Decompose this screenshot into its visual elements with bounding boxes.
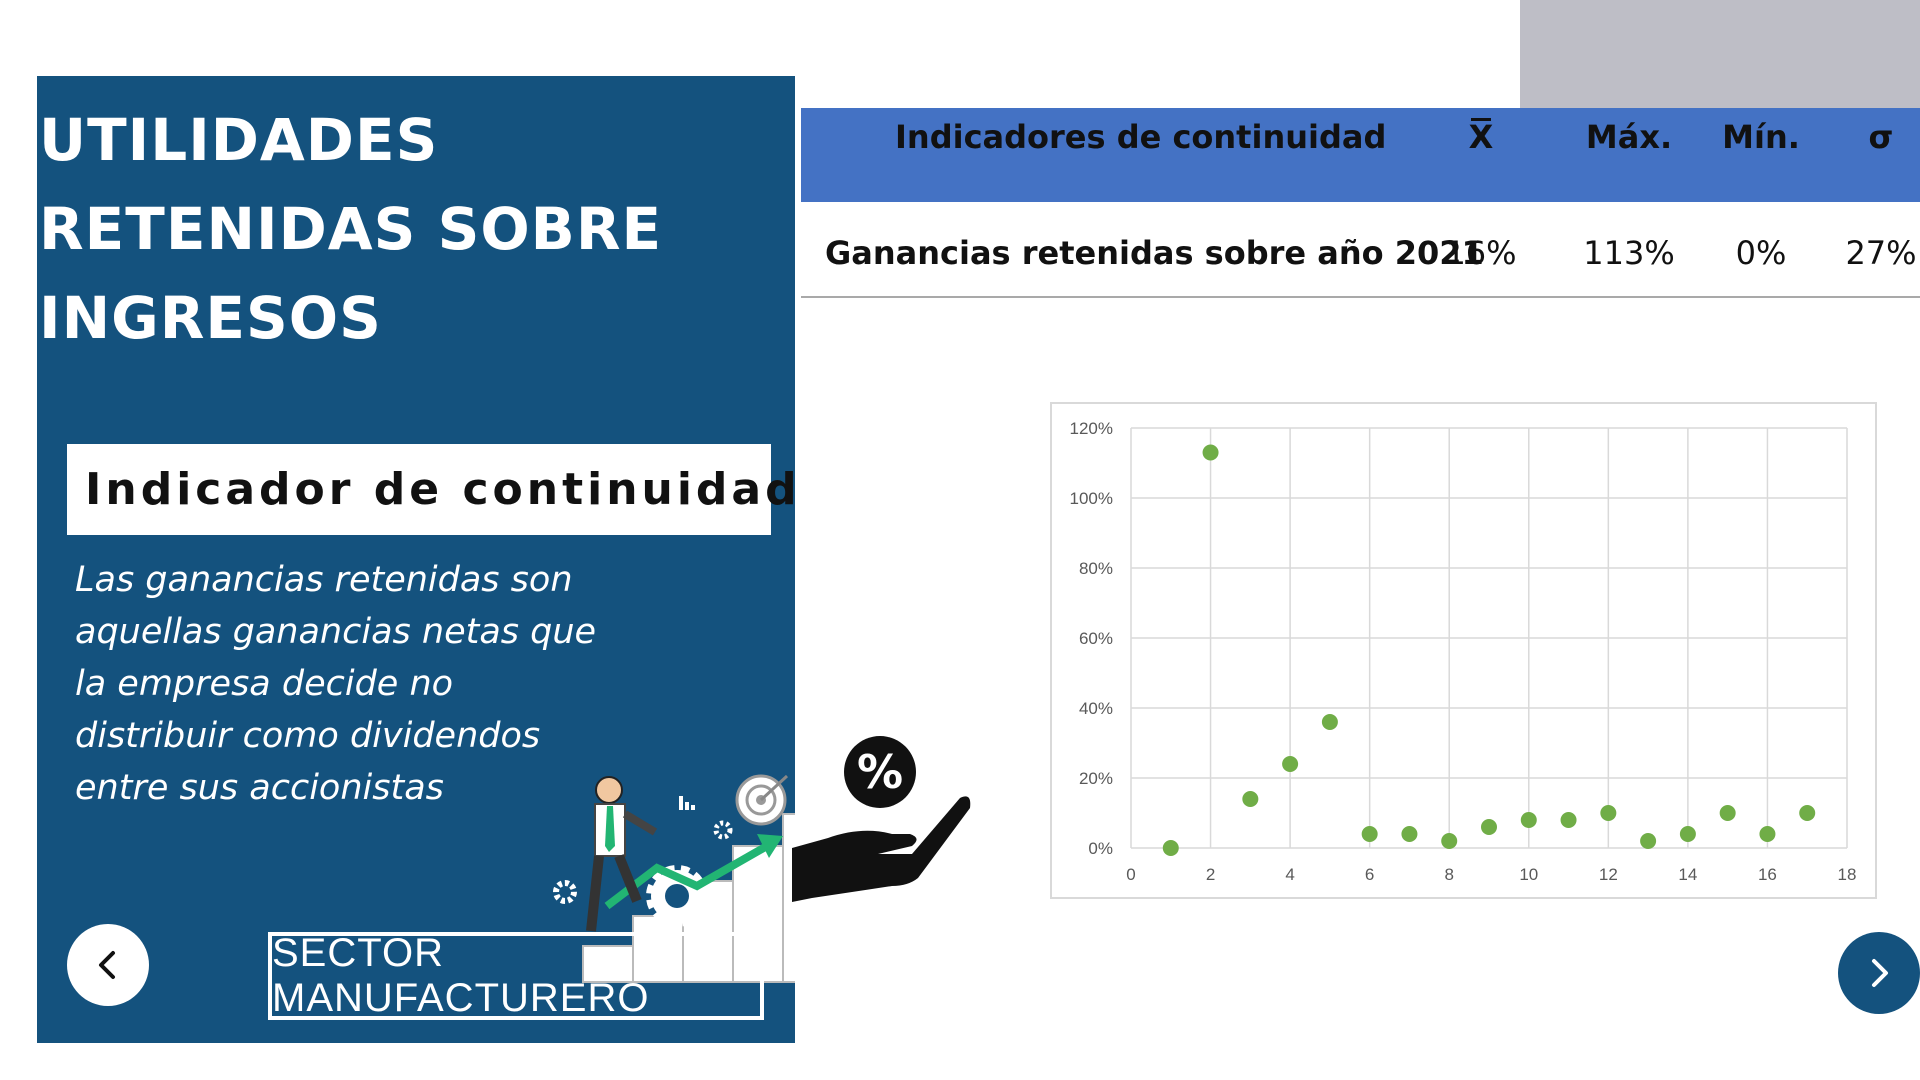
data-point bbox=[1679, 826, 1696, 842]
row-max: 113% bbox=[1583, 234, 1675, 272]
data-point bbox=[1600, 805, 1617, 821]
data-point bbox=[1401, 826, 1418, 842]
x-tick-label: 16 bbox=[1758, 865, 1777, 884]
data-point bbox=[1202, 444, 1219, 461]
row-label: Ganancias retenidas sobre año 2021 bbox=[825, 234, 1484, 272]
y-tick-label: 100% bbox=[1070, 489, 1113, 508]
data-point bbox=[1520, 812, 1537, 828]
businessman-growth-icon bbox=[553, 774, 795, 983]
row-mean: 16% bbox=[1445, 234, 1517, 272]
y-tick-label: 20% bbox=[1079, 769, 1113, 788]
y-tick-label: 0% bbox=[1088, 839, 1113, 858]
data-point bbox=[1640, 833, 1657, 849]
data-point bbox=[1560, 812, 1577, 828]
gray-corner-block bbox=[1520, 0, 1920, 108]
header-mean: X bbox=[1441, 112, 1521, 162]
row-sd: 27% bbox=[1845, 234, 1917, 272]
table-row: Ganancias retenidas sobre año 2021 16% 1… bbox=[801, 202, 1920, 298]
data-point bbox=[1799, 805, 1816, 821]
data-point bbox=[1321, 714, 1338, 730]
header-sd: σ bbox=[1868, 118, 1894, 156]
hand-percent-icon: % bbox=[792, 736, 971, 902]
data-point bbox=[1242, 791, 1259, 807]
data-point bbox=[1162, 840, 1179, 856]
sector-manufacturero-button[interactable]: SECTOR MANUFACTURERO bbox=[268, 931, 764, 1020]
y-tick-label: 40% bbox=[1079, 699, 1113, 718]
header-min: Mín. bbox=[1722, 118, 1800, 156]
x-tick-label: 18 bbox=[1838, 865, 1857, 884]
x-tick-label: 14 bbox=[1678, 865, 1697, 884]
row-min: 0% bbox=[1735, 234, 1787, 272]
chevron-left-icon bbox=[99, 951, 115, 979]
chevron-right-icon bbox=[1872, 959, 1888, 987]
scatter-chart-svg: 0 2 4 6 8 10 12 14 16 18 0% 20% 40% 60% 80% 100% 120% bbox=[1070, 419, 1857, 884]
data-point bbox=[1282, 756, 1299, 772]
data-point bbox=[1481, 819, 1497, 835]
x-tick-label: 10 bbox=[1519, 865, 1538, 884]
x-tick-label: 6 bbox=[1365, 865, 1374, 884]
x-tick-label: 0 bbox=[1126, 865, 1135, 884]
y-tick-label: 80% bbox=[1079, 559, 1113, 578]
x-tick-label: 8 bbox=[1444, 865, 1453, 884]
header-label: Indicadores de continuidad bbox=[895, 118, 1387, 156]
table-header: Indicadores de continuidad X Máx. Mín. σ bbox=[801, 108, 1920, 202]
info-panel: Utilidades retenidas sobre ingresos Indi… bbox=[37, 76, 795, 1043]
next-button[interactable] bbox=[1838, 932, 1920, 1014]
indicator-table: Indicadores de continuidad X Máx. Mín. σ… bbox=[801, 108, 1920, 298]
data-point bbox=[1361, 826, 1378, 842]
panel-title: Utilidades retenidas sobre ingresos bbox=[39, 106, 663, 352]
x-tick-label: 12 bbox=[1599, 865, 1618, 884]
y-tick-label: 60% bbox=[1079, 629, 1113, 648]
data-point bbox=[1759, 826, 1776, 842]
data-point bbox=[1441, 833, 1458, 849]
scatter-chart: 0 2 4 6 8 10 12 14 16 18 0% 20% 40% 60% 80% 100% 120% bbox=[1050, 402, 1877, 899]
previous-button[interactable] bbox=[67, 924, 149, 1006]
panel-description: Las ganancias retenidas son aquellas gan… bbox=[75, 560, 597, 808]
y-tick-label: 120% bbox=[1070, 419, 1113, 438]
subtitle-box: Indicador de continuidad bbox=[67, 444, 795, 535]
panel-subtitle: Indicador de continuidad bbox=[85, 464, 795, 515]
data-point bbox=[1719, 805, 1736, 821]
x-tick-label: 2 bbox=[1206, 865, 1215, 884]
header-max: Máx. bbox=[1585, 118, 1673, 156]
x-tick-label: 4 bbox=[1285, 865, 1294, 884]
svg-text:%: % bbox=[857, 745, 903, 799]
